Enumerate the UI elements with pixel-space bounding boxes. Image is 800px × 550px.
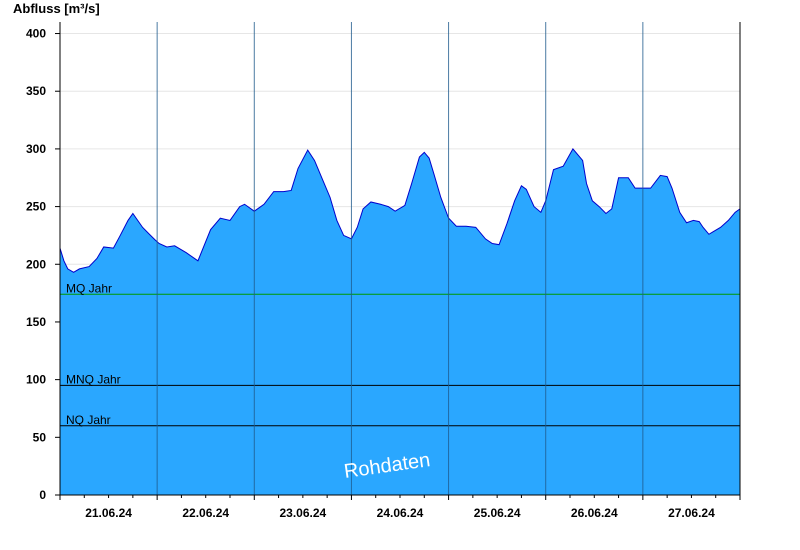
x-tick-label-2: 23.06.24 <box>279 506 326 520</box>
y-tick-label-2: 100 <box>26 373 46 387</box>
y-axis-label: Abfluss [m³/s] <box>13 1 100 16</box>
y-tick-label-5: 250 <box>26 200 46 214</box>
y-tick-label-7: 350 <box>26 84 46 98</box>
x-tick-label-1: 22.06.24 <box>182 506 229 520</box>
x-tick-label-0: 21.06.24 <box>85 506 132 520</box>
y-ticks: 0 50 100 150 200 250 300 350 400 <box>26 27 60 502</box>
x-tick-label-6: 27.06.24 <box>668 506 715 520</box>
y-tick-label-3: 150 <box>26 315 46 329</box>
x-tick-label-4: 25.06.24 <box>474 506 521 520</box>
discharge-area <box>60 148 740 495</box>
discharge-line <box>59 148 741 273</box>
reference-lines: MQ Jahr MNQ Jahr NQ Jahr <box>60 281 740 427</box>
x-tick-label-5: 26.06.24 <box>571 506 618 520</box>
ref-label-2: NQ Jahr <box>66 413 111 427</box>
ref-label-0: MQ Jahr <box>66 281 112 295</box>
x-ticks: 21.06.24 22.06.24 23.06.24 24.06.24 25.06.24… <box>59 495 741 520</box>
y-tick-label-6: 300 <box>26 142 46 156</box>
day-separators <box>156 22 644 495</box>
y-tick-label-0: 0 <box>39 488 46 502</box>
y-tick-label-8: 400 <box>26 27 46 41</box>
ref-label-1: MNQ Jahr <box>66 372 121 386</box>
y-tick-label-1: 50 <box>33 430 47 444</box>
y-tick-label-4: 200 <box>26 257 46 271</box>
x-tick-label-3: 24.06.24 <box>377 506 424 520</box>
